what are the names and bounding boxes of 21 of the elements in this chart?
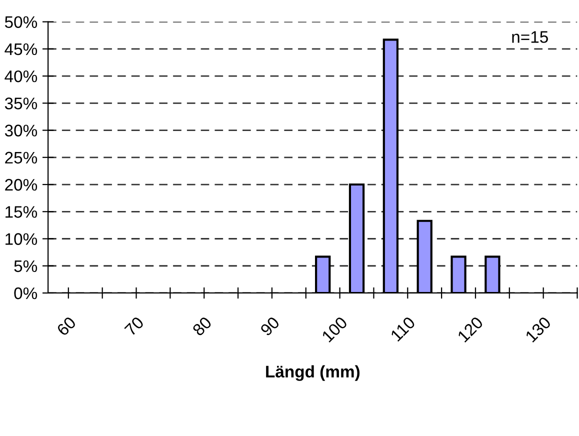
y-tick-label: 40% — [4, 70, 38, 82]
y-tick-label: 50% — [4, 16, 38, 28]
x-tick-label: 130 — [524, 316, 552, 343]
y-tick-label: 45% — [4, 43, 38, 56]
x-tick-label: 110 — [390, 316, 416, 342]
x-tick-label: 120 — [457, 316, 484, 343]
y-tick-label: 10% — [6, 233, 38, 245]
y-tick-label: 20% — [5, 178, 38, 191]
x-tick-label: 60 — [56, 316, 77, 336]
x-tick-label: 80 — [192, 316, 212, 336]
y-tick-label: 0% — [14, 287, 38, 300]
y-tick-label: 35% — [4, 98, 38, 110]
x-tick-label: 90 — [260, 316, 280, 336]
y-tick-label: 30% — [4, 124, 38, 136]
y-tick-label: 25% — [5, 152, 38, 164]
x-axis-title: Längd (mm) — [266, 365, 360, 381]
y-tick-label: 15% — [6, 206, 38, 218]
y-tick-label: 5% — [14, 260, 38, 272]
annotation: n=15 — [512, 31, 548, 43]
x-tick-label: 100 — [321, 316, 348, 343]
x-tick-label: 70 — [124, 316, 144, 336]
